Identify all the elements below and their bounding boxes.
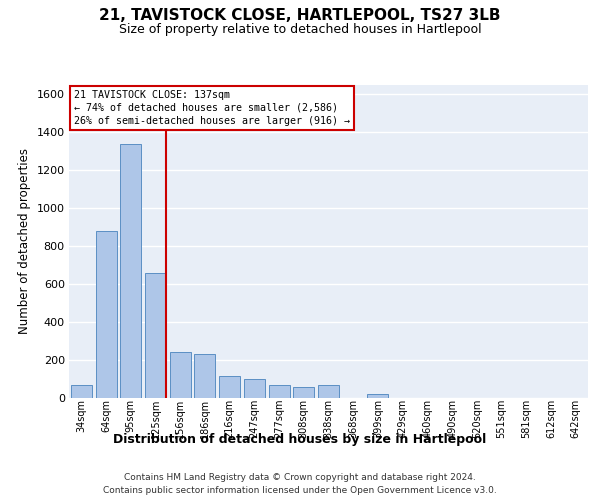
Text: Contains public sector information licensed under the Open Government Licence v3: Contains public sector information licen… <box>103 486 497 495</box>
Y-axis label: Number of detached properties: Number of detached properties <box>18 148 31 334</box>
Bar <box>219 376 240 398</box>
Bar <box>71 385 92 398</box>
Bar <box>318 385 339 398</box>
Text: Distribution of detached houses by size in Hartlepool: Distribution of detached houses by size … <box>113 432 487 446</box>
Text: Size of property relative to detached houses in Hartlepool: Size of property relative to detached ho… <box>119 22 481 36</box>
Bar <box>194 354 215 398</box>
Bar <box>367 394 388 398</box>
Text: Contains HM Land Registry data © Crown copyright and database right 2024.: Contains HM Land Registry data © Crown c… <box>124 472 476 482</box>
Text: 21 TAVISTOCK CLOSE: 137sqm
← 74% of detached houses are smaller (2,586)
26% of s: 21 TAVISTOCK CLOSE: 137sqm ← 74% of deta… <box>74 90 350 126</box>
Bar <box>269 385 290 398</box>
Bar <box>145 272 166 398</box>
Bar <box>244 378 265 398</box>
Bar <box>293 387 314 398</box>
Bar <box>120 144 141 398</box>
Bar <box>95 231 116 398</box>
Text: 21, TAVISTOCK CLOSE, HARTLEPOOL, TS27 3LB: 21, TAVISTOCK CLOSE, HARTLEPOOL, TS27 3L… <box>99 8 501 22</box>
Bar <box>170 352 191 398</box>
